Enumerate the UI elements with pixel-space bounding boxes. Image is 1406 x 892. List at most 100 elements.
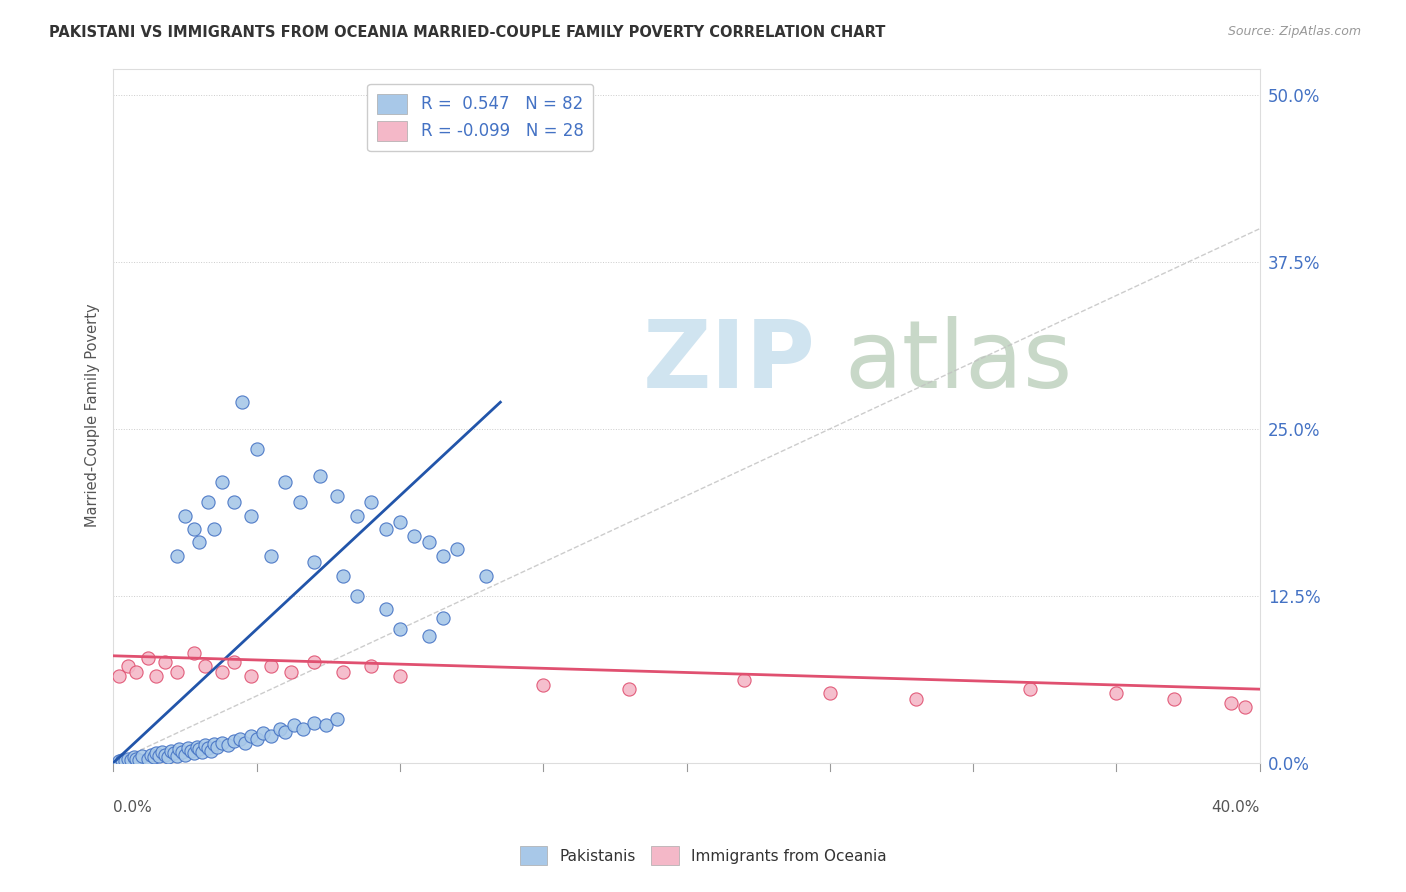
Point xyxy=(222,734,245,748)
Point xyxy=(291,722,314,736)
Point xyxy=(346,589,368,603)
Point xyxy=(315,718,337,732)
Point xyxy=(125,665,148,679)
Point xyxy=(475,568,498,582)
Point xyxy=(153,656,176,670)
Point xyxy=(117,659,139,673)
Point xyxy=(202,522,225,536)
Point xyxy=(136,651,159,665)
Point xyxy=(180,743,202,757)
Point xyxy=(108,669,131,683)
Point xyxy=(446,541,468,556)
Text: Source: ZipAtlas.com: Source: ZipAtlas.com xyxy=(1227,25,1361,38)
Point xyxy=(240,508,263,523)
Point xyxy=(139,747,162,762)
Point xyxy=(326,712,349,726)
Text: atlas: atlas xyxy=(844,316,1073,409)
Point xyxy=(197,495,219,509)
Point xyxy=(186,739,208,754)
Point xyxy=(1019,682,1042,697)
Point xyxy=(818,686,841,700)
Point xyxy=(191,745,214,759)
Point xyxy=(360,659,382,673)
Point xyxy=(117,751,139,765)
Point xyxy=(222,495,245,509)
Point xyxy=(432,549,454,563)
Point xyxy=(142,750,165,764)
Point xyxy=(418,629,440,643)
Point xyxy=(288,495,311,509)
Point xyxy=(302,555,325,569)
Point xyxy=(260,729,283,743)
Y-axis label: Married-Couple Family Poverty: Married-Couple Family Poverty xyxy=(86,304,100,527)
Point xyxy=(211,735,233,749)
Point xyxy=(166,665,188,679)
Point xyxy=(131,748,153,763)
Point xyxy=(1105,686,1128,700)
Point xyxy=(326,489,349,503)
Point xyxy=(1220,696,1243,710)
Point xyxy=(148,748,170,763)
Point xyxy=(404,529,426,543)
Point xyxy=(283,718,305,732)
Point xyxy=(174,508,197,523)
Point xyxy=(332,568,354,582)
Point xyxy=(302,656,325,670)
Point xyxy=(733,673,755,687)
Point xyxy=(269,722,291,736)
Point xyxy=(246,731,269,746)
Point xyxy=(274,475,297,490)
Point xyxy=(374,602,396,616)
Point xyxy=(145,669,167,683)
Point xyxy=(374,522,396,536)
Point xyxy=(1234,699,1257,714)
Point xyxy=(156,750,179,764)
Point xyxy=(159,743,181,757)
Point xyxy=(240,729,263,743)
Point xyxy=(418,535,440,549)
Point xyxy=(274,724,297,739)
Point xyxy=(302,715,325,730)
Point xyxy=(389,516,412,530)
Point xyxy=(904,691,927,706)
Point xyxy=(389,669,412,683)
Point xyxy=(228,731,250,746)
Point xyxy=(150,745,173,759)
Point xyxy=(260,549,283,563)
Point xyxy=(360,495,382,509)
Point xyxy=(194,738,217,752)
Point xyxy=(246,442,269,456)
Point xyxy=(169,742,191,756)
Point xyxy=(211,475,233,490)
Legend: R =  0.547   N = 82, R = -0.099   N = 28: R = 0.547 N = 82, R = -0.099 N = 28 xyxy=(367,84,593,151)
Point xyxy=(111,753,134,767)
Point xyxy=(205,739,228,754)
Point xyxy=(200,743,222,757)
Point xyxy=(108,754,131,768)
Legend: Pakistanis, Immigrants from Oceania: Pakistanis, Immigrants from Oceania xyxy=(513,840,893,871)
Point xyxy=(240,669,263,683)
Point xyxy=(233,735,256,749)
Point xyxy=(332,665,354,679)
Point xyxy=(145,746,167,760)
Point xyxy=(177,740,200,755)
Point xyxy=(346,508,368,523)
Text: 40.0%: 40.0% xyxy=(1212,800,1260,815)
Text: 0.0%: 0.0% xyxy=(114,800,152,815)
Point xyxy=(174,747,197,762)
Point xyxy=(1163,691,1185,706)
Point xyxy=(280,665,302,679)
Point xyxy=(128,753,150,767)
Point xyxy=(183,646,205,660)
Point xyxy=(183,522,205,536)
Point xyxy=(136,751,159,765)
Point xyxy=(260,659,283,673)
Point xyxy=(125,751,148,765)
Point xyxy=(389,622,412,636)
Point xyxy=(188,742,211,756)
Point xyxy=(211,665,233,679)
Point xyxy=(308,468,330,483)
Text: PAKISTANI VS IMMIGRANTS FROM OCEANIA MARRIED-COUPLE FAMILY POVERTY CORRELATION C: PAKISTANI VS IMMIGRANTS FROM OCEANIA MAR… xyxy=(49,25,886,40)
Point xyxy=(432,611,454,625)
Point xyxy=(153,747,176,762)
